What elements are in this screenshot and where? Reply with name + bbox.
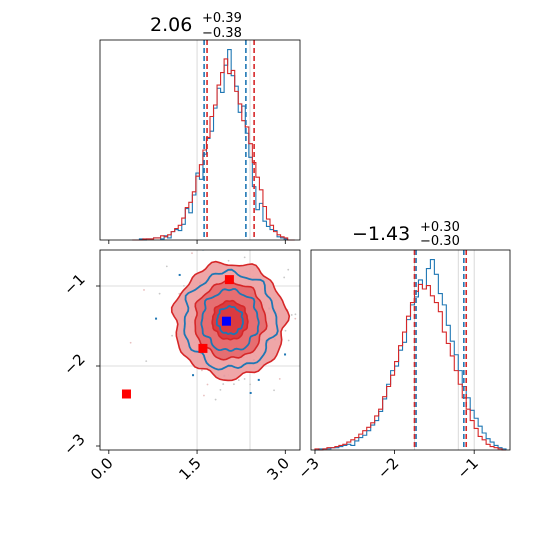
sample-point	[278, 378, 281, 380]
title-value: 2.06	[150, 14, 192, 36]
x-tick-label: −2	[374, 454, 402, 482]
y-tick-label: −2	[60, 350, 88, 378]
axes-frame	[99, 39, 301, 241]
x-tick-label: 1.5	[175, 454, 205, 484]
sample-point	[222, 383, 225, 385]
histogram-panel-bottom-right	[310, 249, 511, 454]
sample-point	[206, 383, 209, 386]
top-left-title: 2.06 +0.39 −0.38	[150, 11, 242, 41]
sample-point	[201, 369, 203, 372]
title-plus: +0.30	[420, 220, 460, 235]
sample-point	[243, 256, 246, 259]
sample-point	[233, 383, 235, 386]
blue-contour-level	[200, 288, 260, 352]
sample-point	[243, 378, 246, 380]
title-minus: −0.30	[420, 234, 460, 249]
sample-point	[273, 389, 275, 392]
title-value: −1.43	[352, 223, 410, 245]
x-tick-label: 0.0	[87, 454, 117, 484]
sample-point	[307, 374, 309, 376]
sample-point	[178, 273, 181, 276]
sample-point	[155, 317, 158, 320]
histogram-step-blue	[132, 48, 295, 241]
sample-point	[192, 374, 195, 377]
sample-point	[254, 246, 256, 248]
sample-point	[249, 391, 252, 394]
axes-frame	[310, 249, 511, 451]
sample-point	[332, 295, 334, 297]
contour-y-tick-labels: −3 −2 −1	[60, 270, 88, 458]
marker-square-blue	[221, 316, 231, 326]
x-tick-label: −1	[454, 454, 482, 482]
sample-point	[143, 289, 145, 291]
sample-point	[227, 259, 230, 262]
axes-frame	[99, 249, 301, 451]
contour-layers	[100, 246, 334, 450]
x-tick-label: 3.0	[264, 454, 294, 484]
histogram-step-blue	[314, 258, 507, 451]
marker-square-red	[224, 275, 234, 285]
sample-point	[219, 388, 222, 391]
blue-contour-level	[183, 268, 279, 371]
sample-point	[145, 360, 148, 363]
contour-x-tick-labels: 0.0 1.5 3.0	[87, 454, 293, 484]
sample-point	[284, 329, 287, 332]
sample-point	[287, 339, 290, 342]
histogram-step-red	[314, 283, 507, 451]
histogram-step-red	[132, 58, 295, 241]
histogram-x-tick-labels: −3 −2 −1	[294, 454, 482, 482]
sample-point	[249, 383, 252, 386]
sample-point	[284, 353, 287, 356]
marker-square-red	[198, 343, 208, 353]
sample-point	[214, 398, 217, 401]
sample-point	[257, 378, 260, 381]
sample-point	[171, 334, 173, 337]
sample-point	[294, 313, 297, 316]
sample-point	[203, 394, 205, 397]
title-plus: +0.39	[202, 11, 242, 26]
x-tick-label: −3	[294, 454, 322, 482]
sample-point	[300, 348, 302, 350]
sample-point	[183, 284, 185, 287]
y-tick-label: −3	[60, 430, 88, 458]
sample-point	[294, 317, 297, 320]
sample-point	[283, 276, 286, 279]
contour-panel-bottom-left	[96, 246, 334, 454]
y-tick-label: −1	[60, 270, 88, 298]
sample-point	[178, 292, 181, 295]
sample-point	[158, 292, 161, 295]
sample-point	[165, 265, 168, 268]
title-minus: −0.38	[202, 26, 242, 41]
sample-point	[129, 341, 132, 344]
blue-contour-level	[215, 305, 244, 336]
marker-square-red	[121, 389, 131, 399]
sample-point	[237, 379, 240, 382]
sample-point	[191, 252, 193, 255]
bottom-right-title: −1.43 +0.30 −0.30	[352, 220, 460, 249]
histogram-panel-top-left	[99, 39, 301, 244]
sample-point	[287, 268, 290, 271]
sample-point	[290, 314, 293, 316]
